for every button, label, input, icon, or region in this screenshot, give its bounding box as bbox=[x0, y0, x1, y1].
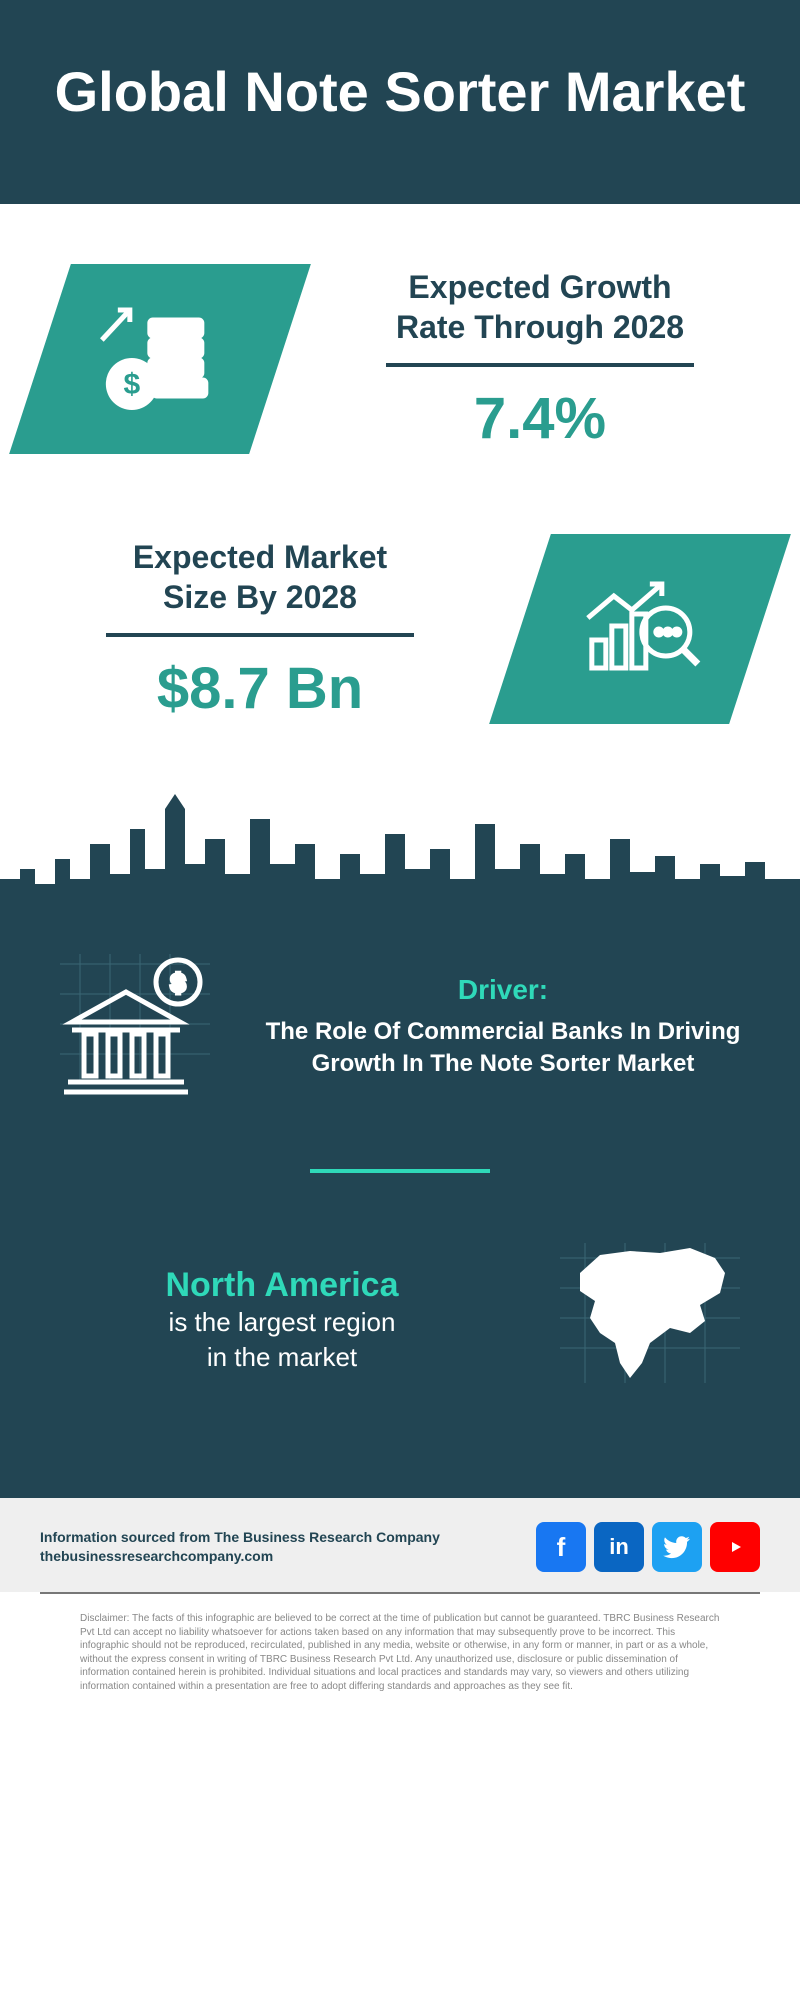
region-highlight: North America bbox=[50, 1266, 514, 1305]
svg-text:$: $ bbox=[171, 970, 185, 997]
chart-analysis-icon bbox=[570, 562, 710, 697]
linkedin-icon[interactable]: in bbox=[594, 1522, 644, 1572]
twitter-icon[interactable] bbox=[652, 1522, 702, 1572]
skyline-graphic bbox=[0, 784, 800, 914]
market-size-icon-box bbox=[489, 534, 791, 724]
region-text: North America is the largest region in t… bbox=[50, 1266, 514, 1375]
social-row: f in bbox=[536, 1522, 760, 1572]
stat-market-size: Expected Market Size By 2028 $8.7 Bn bbox=[40, 494, 760, 764]
market-size-text: Expected Market Size By 2028 $8.7 Bn bbox=[40, 537, 480, 722]
header: Global Note Sorter Market bbox=[0, 0, 800, 204]
stat-growth-rate: $ Expected Growth Rate Through 2028 7.4% bbox=[40, 224, 760, 494]
dollar-growth-icon: $ bbox=[90, 292, 230, 427]
page-title: Global Note Sorter Market bbox=[40, 60, 760, 124]
region-row: North America is the largest region in t… bbox=[50, 1223, 750, 1438]
market-size-label: Expected Market Size By 2028 bbox=[40, 537, 480, 617]
market-size-value: $8.7 Bn bbox=[40, 655, 480, 722]
growth-rate-label: Expected Growth Rate Through 2028 bbox=[320, 267, 760, 347]
svg-text:$: $ bbox=[124, 368, 141, 401]
footer: Information sourced from The Business Re… bbox=[0, 1498, 800, 1592]
divider bbox=[106, 633, 414, 637]
growth-rate-value: 7.4% bbox=[320, 385, 760, 452]
driver-description: The Role Of Commercial Banks In Driving … bbox=[256, 1016, 750, 1081]
facebook-icon[interactable]: f bbox=[536, 1522, 586, 1572]
driver-label: Driver: bbox=[256, 974, 750, 1006]
growth-rate-icon-box: $ bbox=[9, 264, 311, 454]
source-text: Information sourced from The Business Re… bbox=[40, 1528, 440, 1567]
stats-section: $ Expected Growth Rate Through 2028 7.4% bbox=[0, 204, 800, 784]
divider bbox=[386, 363, 694, 367]
region-sub: is the largest region in the market bbox=[50, 1305, 514, 1375]
bank-icon: $ bbox=[50, 944, 220, 1109]
driver-row: $ Driver: The Role Of Commercial Banks I… bbox=[50, 914, 750, 1149]
north-america-map-icon bbox=[550, 1233, 750, 1408]
dark-section: $ Driver: The Role Of Commercial Banks I… bbox=[0, 784, 800, 1498]
section-divider bbox=[310, 1169, 490, 1173]
youtube-icon[interactable] bbox=[710, 1522, 760, 1572]
driver-text: Driver: The Role Of Commercial Banks In … bbox=[256, 974, 750, 1081]
disclaimer-text: Disclaimer: The facts of this infographi… bbox=[40, 1592, 760, 1723]
growth-rate-text: Expected Growth Rate Through 2028 7.4% bbox=[320, 267, 760, 452]
